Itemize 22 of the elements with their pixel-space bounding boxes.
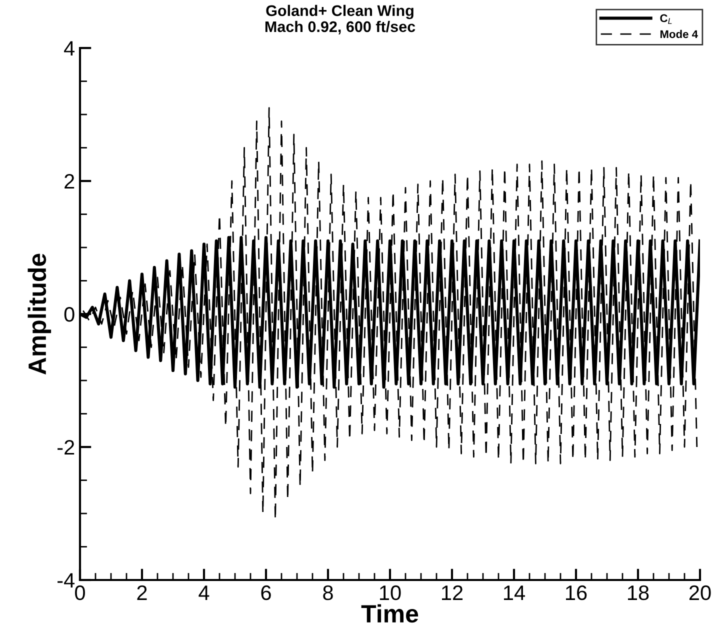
x-tick-label: 0 [75, 585, 85, 600]
x-tick-label: 2 [137, 585, 147, 600]
legend-label: Mode 4 [660, 30, 698, 38]
x-tick-label: 12 [442, 585, 463, 600]
y-tick-label: 4 [64, 41, 75, 56]
x-tick-label: 10 [380, 585, 401, 600]
chart-subtitle: Mach 0.92, 600 ft/sec [265, 20, 416, 34]
y-axis-title: Amplitude [28, 254, 52, 374]
y-tick-label: -2 [58, 440, 74, 455]
chart-title: Goland+ Clean Wing [266, 4, 414, 20]
legend-label: C$_{L}$ [660, 14, 672, 24]
x-tick-label: 18 [628, 585, 649, 600]
x-axis-title: Time [361, 604, 418, 623]
y-tick-label: 2 [64, 174, 74, 189]
x-tick-label: 14 [504, 586, 525, 600]
x-tick-label: 20 [689, 585, 711, 600]
y-tick-label: 0 [64, 307, 74, 322]
x-tick-label: 8 [323, 585, 333, 600]
x-tick-label: 4 [198, 586, 210, 600]
x-tick-label: 16 [566, 585, 587, 600]
x-tick-label: 6 [261, 585, 271, 600]
y-tick-label: -4 [58, 573, 75, 588]
